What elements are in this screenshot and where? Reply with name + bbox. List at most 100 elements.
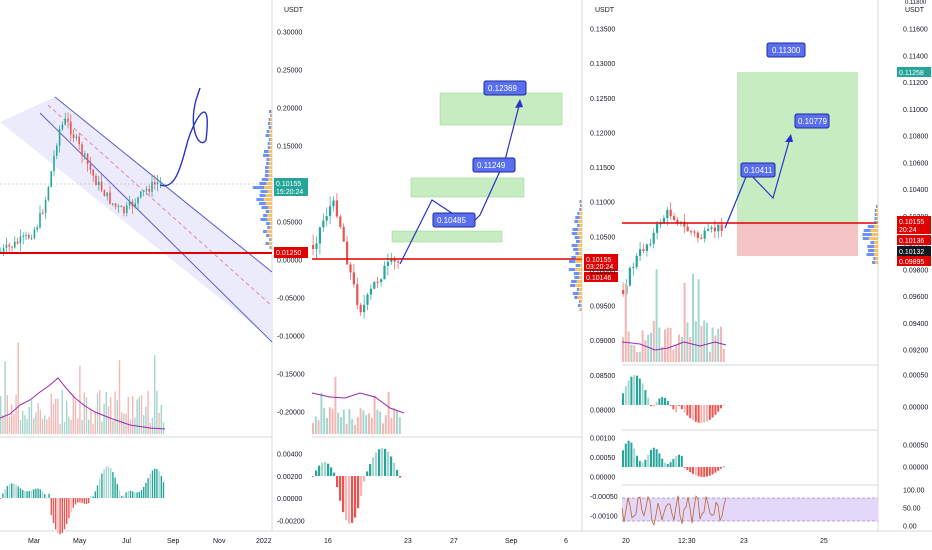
right-vol-bar: [666, 327, 669, 362]
mid-vp-buy: [575, 264, 581, 267]
left-vol-bar: [114, 391, 116, 434]
mid-osc-bar: [339, 476, 342, 501]
mid-osc-bar: [345, 476, 348, 521]
mid-osc-bar: [384, 448, 387, 476]
mid-vol-bar: [334, 376, 337, 434]
mid-vol-bar: [348, 408, 351, 434]
left-vol-bar: [15, 394, 17, 434]
right-projection-path[interactable]: [724, 137, 791, 229]
target-zone-2[interactable]: [410, 177, 525, 198]
right-osc-bar: [627, 380, 630, 405]
left-osc-bar: [101, 473, 103, 498]
descending-channel[interactable]: [0, 97, 272, 340]
left-osc-bar: [127, 491, 129, 498]
mid-vp-sell: [580, 264, 582, 267]
mid-osc-tick-0: 0.00100: [590, 436, 615, 443]
mid-vp-buy: [569, 260, 576, 263]
left-vol-bar: [129, 419, 132, 434]
right-vp-sell: [877, 205, 878, 208]
left-vol-bar: [99, 389, 101, 434]
middle-target-label-3[interactable]: 0.12369: [483, 80, 527, 96]
left-vp-buy: [267, 142, 270, 145]
right-candle: [717, 224, 720, 232]
mid-vol-bar: [340, 417, 342, 434]
left-vp-buy: [265, 166, 269, 169]
right-vp-buy: [870, 241, 875, 244]
right-currency-label: USDT: [905, 7, 925, 14]
left-candle: [95, 175, 97, 186]
left-time-badge: 15:20:24: [276, 189, 303, 196]
right-target-label-2[interactable]: 0.10779: [794, 113, 830, 129]
left-candle: [114, 203, 117, 207]
left-vol-bar: [68, 416, 70, 434]
left-osc-bar: [140, 490, 143, 498]
mid-candle: [397, 261, 400, 263]
right2-osc-bar: [694, 467, 697, 476]
right-candle: [720, 224, 723, 231]
mid-candle: [373, 281, 376, 289]
left-osc-bar: [35, 488, 37, 498]
left-vol-bar: [110, 397, 112, 434]
mid-osc-bar: [318, 465, 321, 476]
left-candle: [100, 181, 103, 191]
left-osc-bar: [68, 498, 70, 519]
left-osc-bar: [94, 491, 96, 498]
middle-target-label-2[interactable]: 0.11249: [472, 157, 516, 173]
left-osc-tick-2: 0.00000: [277, 496, 302, 503]
right-target-badge: 0.11258: [899, 70, 924, 77]
left-vol-bar: [26, 418, 28, 434]
right-price-tick-11: 0.09400: [903, 321, 928, 328]
middle-target-label-1[interactable]: 0.10485: [432, 212, 476, 228]
right-vol-bar: [714, 335, 717, 362]
right-vol-bar: [647, 334, 650, 362]
channel-lower-line[interactable]: [39, 112, 273, 343]
middle-price-badge-bg: [584, 254, 618, 271]
middle-volume-profile: [568, 200, 582, 311]
middle-currency-label: USDT: [284, 7, 304, 14]
left-vol-bar: [121, 412, 123, 434]
left-vp-sell: [263, 198, 272, 201]
left-osc-bar: [15, 484, 17, 498]
right-target-label-3[interactable]: 0.11300: [766, 42, 806, 58]
right-vol-bar: [636, 352, 638, 362]
right-currency-label-left: USDT: [595, 7, 615, 14]
left-osc-bar: [123, 495, 125, 498]
left-osc-bar: [11, 483, 13, 498]
middle-volume: [312, 376, 401, 434]
left-candle: [128, 201, 131, 206]
right2-osc-bar: [650, 449, 652, 467]
right-vp-sell: [870, 229, 878, 232]
right-target-zone[interactable]: [737, 72, 858, 223]
hand-drawn-projection[interactable]: [159, 87, 208, 187]
left-candle: [11, 246, 13, 248]
left-osc-bar: [13, 483, 15, 498]
left-vol-bar: [13, 413, 15, 434]
left-vp-sell: [265, 194, 272, 197]
right-vol-bar: [672, 349, 675, 362]
right2-osc-bar: [714, 467, 717, 473]
right-stop-zone[interactable]: [737, 223, 858, 256]
left-vp-sell: [268, 162, 272, 165]
mid-vp-sell: [578, 292, 582, 295]
right-vp-sell: [874, 253, 878, 256]
left-price-badge: 0.10155: [276, 181, 301, 188]
mid-price-tick-4: 0.11500: [590, 165, 615, 172]
left-vp-sell: [271, 110, 272, 113]
channel-upper-line[interactable]: [54, 96, 273, 273]
mid-vp-sell: [577, 244, 582, 247]
left-osc-bar: [162, 482, 165, 498]
right-vp-buy: [863, 229, 871, 232]
left-osc-bar: [147, 478, 149, 498]
right-osc-bar: [686, 405, 689, 416]
right-target-label-1[interactable]: 0.10411: [740, 162, 776, 178]
right-osc-bar: [714, 405, 717, 415]
left-price-tick-9: -0.15000: [277, 372, 305, 379]
right-vp-sell: [871, 233, 878, 236]
target-zone-1[interactable]: [391, 230, 503, 243]
mid-candle: [393, 258, 396, 262]
middle-time-badge: 03:20:24: [586, 264, 613, 271]
mid-osc-bar: [315, 470, 318, 476]
time-label-20: 20: [622, 538, 630, 545]
target-zone-3[interactable]: [439, 92, 563, 126]
right-rsi-axis: 100.00 50.00 0.00: [903, 488, 925, 531]
